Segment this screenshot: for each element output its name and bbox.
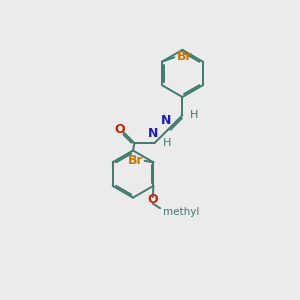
Text: H: H xyxy=(163,138,171,148)
Text: methyl: methyl xyxy=(163,207,200,217)
Text: N: N xyxy=(161,114,171,127)
Text: H: H xyxy=(190,110,198,120)
Text: Br: Br xyxy=(128,154,143,167)
Text: O: O xyxy=(114,123,125,136)
Text: O: O xyxy=(148,193,158,206)
Text: Br: Br xyxy=(177,50,192,63)
Text: N: N xyxy=(148,127,158,140)
